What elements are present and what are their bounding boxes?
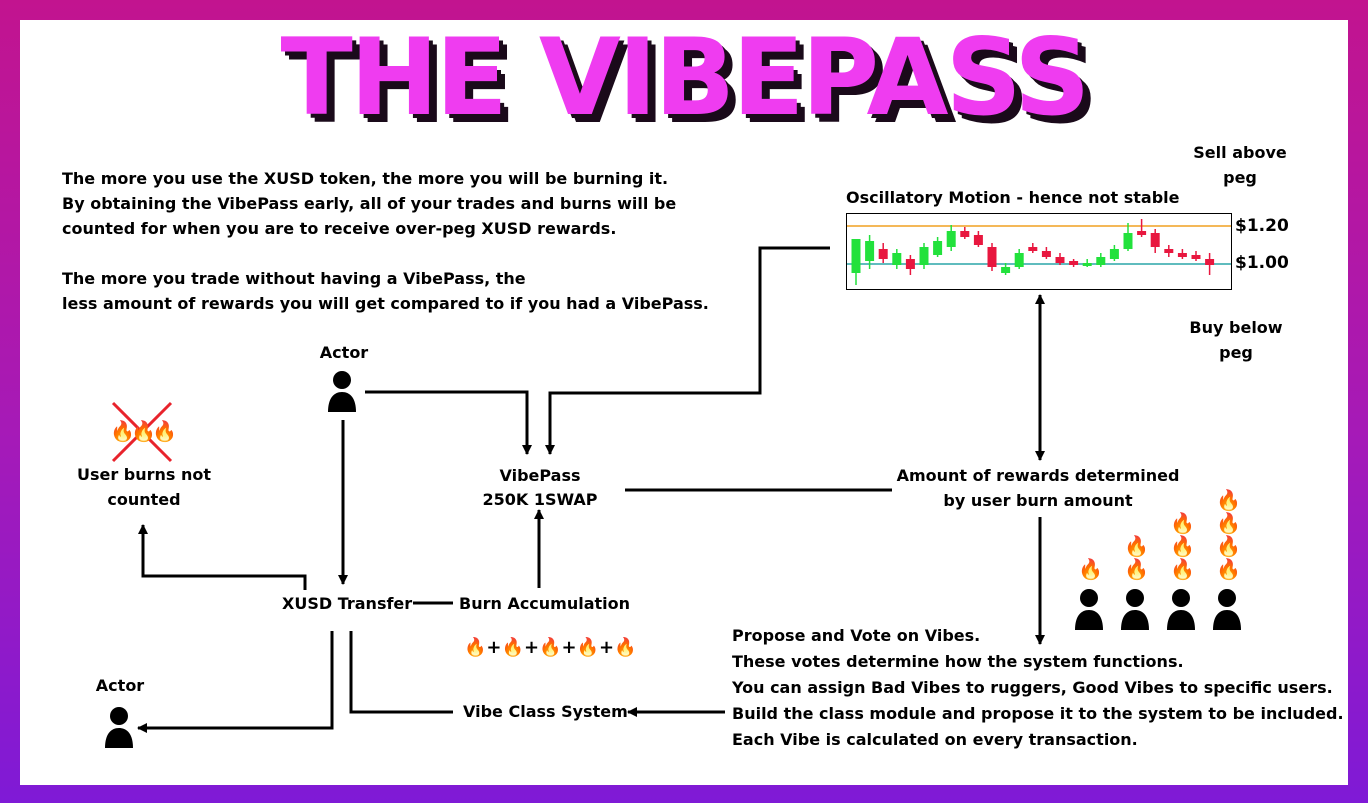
connector-lines bbox=[111, 246, 1045, 733]
candle-body bbox=[946, 231, 956, 247]
candlestick-chart bbox=[846, 213, 1232, 290]
sell-label-line-2: peg bbox=[1223, 168, 1257, 187]
user-burns-line-1: User burns not bbox=[76, 465, 212, 484]
plus-sign: + bbox=[561, 637, 577, 658]
fire-icon: 🔥 bbox=[464, 637, 487, 658]
candle-body bbox=[851, 239, 861, 273]
buy-label-line-1: Buy below bbox=[1189, 318, 1283, 337]
intro-line-1: The more you use the XUSD token, the mor… bbox=[62, 169, 669, 188]
rewards-line-1: Amount of rewards determined bbox=[896, 466, 1180, 485]
chart-title: Oscillatory Motion - hence not stable bbox=[846, 188, 1180, 207]
candle-body bbox=[1041, 251, 1051, 257]
plus-sign: + bbox=[598, 637, 615, 658]
fire-icon: 🔥 bbox=[614, 637, 637, 658]
fire-icon: 🔥 bbox=[131, 419, 156, 443]
candle-body bbox=[1028, 247, 1038, 251]
candle-body bbox=[1137, 231, 1147, 235]
chart-upper-label: $1.20 bbox=[1235, 216, 1289, 236]
fire-icon: 🔥 bbox=[110, 419, 135, 443]
arrow-transfer-to-burns bbox=[138, 524, 307, 590]
vibepass-line-2: 250K 1SWAP bbox=[482, 490, 598, 509]
page-title: THE VIBEPASS bbox=[280, 20, 1091, 139]
fire-icon: 🔥 bbox=[152, 419, 177, 443]
plus-sign: + bbox=[523, 637, 540, 658]
diagram-canvas: THE VIBEPASS The more you use the XUSD t… bbox=[20, 20, 1348, 785]
candle-body bbox=[1150, 233, 1160, 247]
candle-body bbox=[865, 241, 875, 261]
fire-icon: 🔥 bbox=[1170, 557, 1195, 581]
intro-line-4: The more you trade without having a Vibe… bbox=[62, 269, 526, 288]
fire-icon: 🔥 bbox=[1078, 557, 1103, 581]
sell-label-line-1: Sell above bbox=[1193, 143, 1287, 162]
candle-body bbox=[905, 259, 915, 269]
candle-body bbox=[1001, 267, 1011, 273]
vote-line-4: Build the class module and propose it to… bbox=[732, 704, 1344, 723]
intro-line-3: counted for when you are to receive over… bbox=[62, 219, 617, 238]
candles bbox=[851, 219, 1215, 285]
fire-icon: 🔥 bbox=[1124, 534, 1149, 558]
vote-line-2: These votes determine how the system fun… bbox=[732, 652, 1184, 671]
person-icon bbox=[1165, 588, 1197, 630]
candle-body bbox=[1109, 249, 1119, 259]
candle-body bbox=[892, 253, 902, 265]
candle-body bbox=[960, 231, 970, 237]
arrow-chart-to-vibepass bbox=[545, 246, 830, 455]
xusd-transfer-label: XUSD Transfer bbox=[282, 594, 413, 613]
candle-body bbox=[1177, 253, 1187, 257]
candle-body bbox=[1205, 259, 1215, 265]
candle-body bbox=[1055, 257, 1065, 263]
person-icon bbox=[105, 707, 133, 748]
fire-icon: 🔥 bbox=[1216, 557, 1241, 581]
person-icon bbox=[1211, 588, 1243, 630]
fire-icon: 🔥 bbox=[1170, 511, 1195, 535]
fire-icon: 🔥 bbox=[1216, 511, 1241, 535]
chart-lower-label: $1.00 bbox=[1235, 253, 1289, 273]
candle-body bbox=[919, 247, 929, 265]
candle-body bbox=[1096, 257, 1106, 265]
buy-label-line-2: peg bbox=[1219, 343, 1253, 362]
arrow-transfer-to-actor bbox=[137, 631, 334, 733]
candle-body bbox=[1164, 249, 1174, 253]
candle-body bbox=[973, 235, 983, 245]
fire-icon: 🔥 bbox=[1124, 557, 1149, 581]
chart-frame bbox=[846, 213, 1232, 290]
intro-line-5: less amount of rewards you will get comp… bbox=[62, 294, 709, 313]
vibepass-line-1: VibePass bbox=[499, 466, 581, 485]
fire-icon: 🔥 bbox=[576, 637, 599, 658]
candle-body bbox=[1082, 263, 1092, 266]
user-burns-line-2: counted bbox=[107, 490, 181, 509]
rewards-line-2: by user burn amount bbox=[943, 491, 1133, 510]
arrow-actor-to-vibepass bbox=[365, 390, 532, 455]
fire-icon: 🔥 bbox=[1216, 488, 1241, 512]
person-icon bbox=[1119, 588, 1151, 630]
vote-line-3: You can assign Bad Vibes to ruggers, Goo… bbox=[732, 678, 1333, 697]
fire-icon: 🔥 bbox=[501, 637, 524, 658]
person-icon bbox=[328, 371, 356, 412]
person-icon bbox=[1073, 588, 1105, 630]
candle-body bbox=[878, 249, 888, 259]
burn-formula: 🔥+🔥+🔥+🔥+🔥 bbox=[464, 637, 636, 659]
vibe-class-system-label: Vibe Class System bbox=[463, 702, 628, 721]
burn-accumulation-label: Burn Accumulation bbox=[459, 594, 631, 613]
candle-body bbox=[1191, 255, 1201, 259]
actor-bottom-label: Actor bbox=[95, 676, 145, 695]
cross-icon bbox=[111, 401, 173, 463]
intro-line-2: By obtaining the VibePass early, all of … bbox=[62, 194, 677, 213]
candle-body bbox=[1069, 261, 1079, 265]
candle-body bbox=[1123, 233, 1133, 249]
fire-icon: 🔥 bbox=[1216, 534, 1241, 558]
fire-icon: 🔥 bbox=[539, 637, 562, 658]
fire-icon: 🔥 bbox=[1170, 534, 1195, 558]
candle-body bbox=[987, 247, 997, 267]
plus-sign: + bbox=[486, 637, 502, 658]
vote-line-5: Each Vibe is calculated on every transac… bbox=[732, 730, 1138, 749]
candle-body bbox=[933, 241, 943, 255]
line-transfer-to-class bbox=[349, 631, 453, 714]
candle-body bbox=[1014, 253, 1024, 267]
vote-line-1: Propose and Vote on Vibes. bbox=[732, 626, 981, 645]
actor-top-label: Actor bbox=[319, 343, 369, 362]
